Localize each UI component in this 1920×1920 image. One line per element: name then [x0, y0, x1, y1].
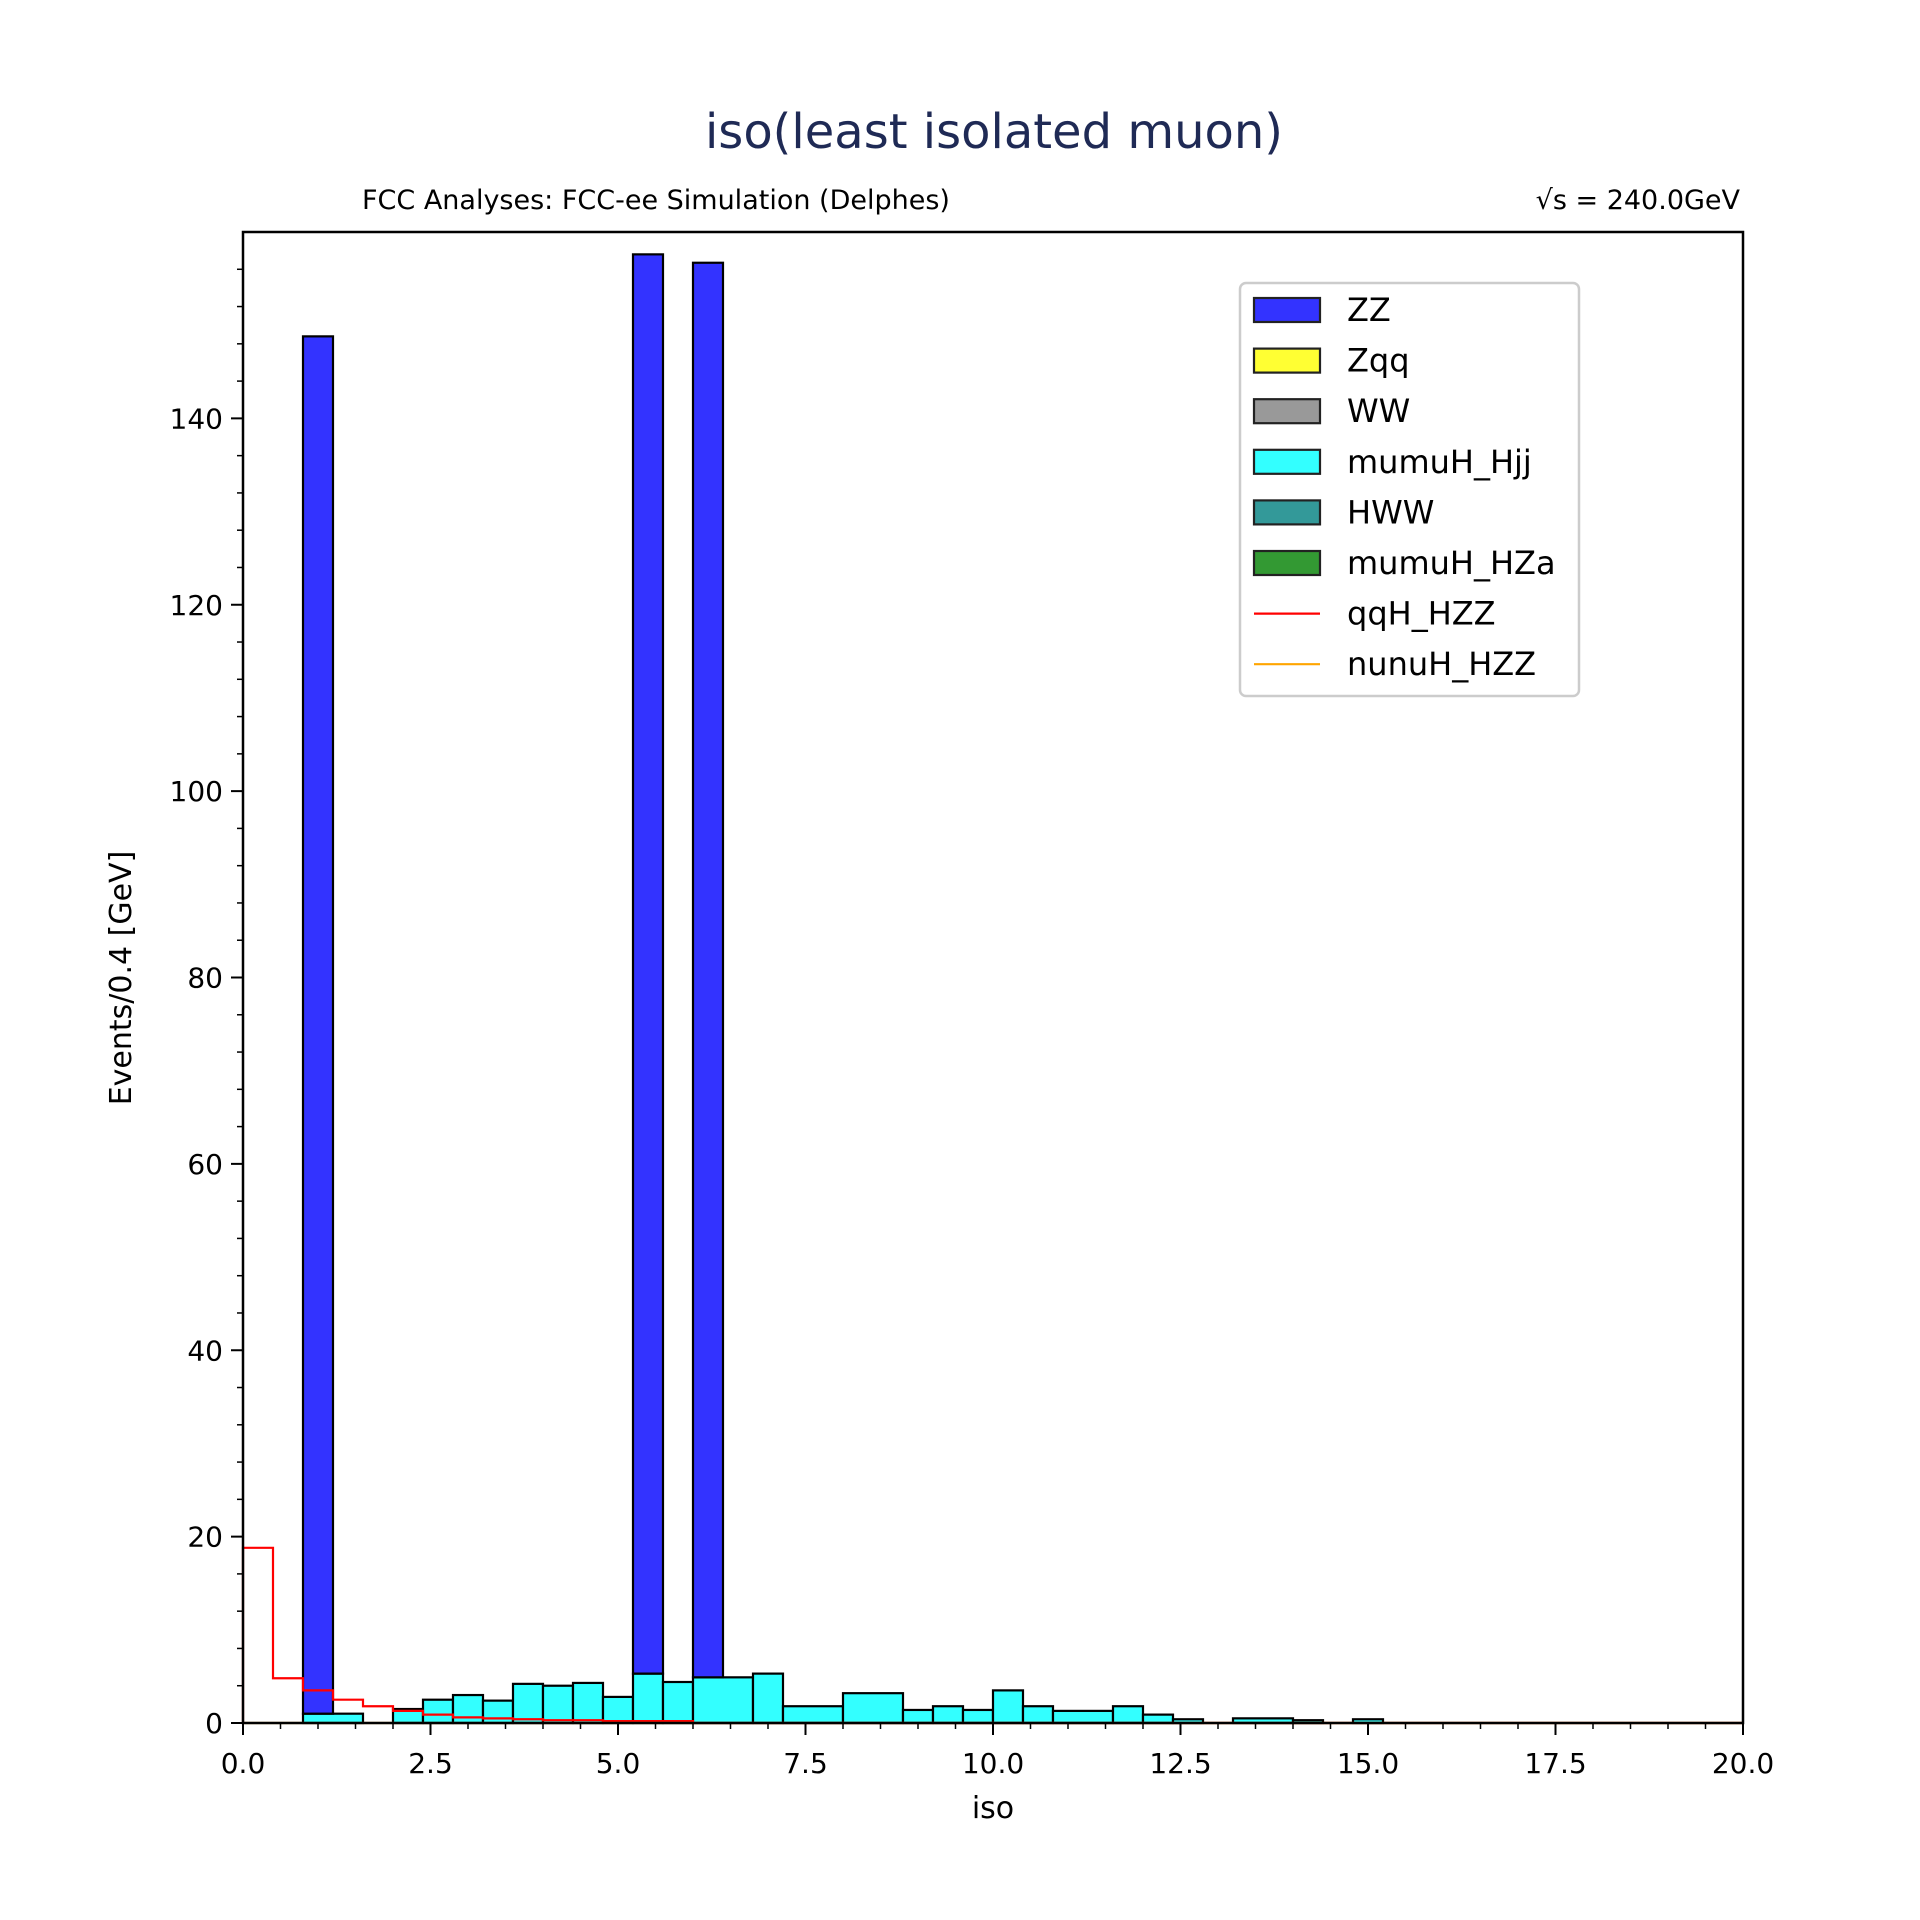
plot-bars — [301, 253, 1385, 1725]
chart-subtitle-left: FCC Analyses: FCC-ee Simulation (Delphes… — [362, 185, 950, 216]
bar-mumuH_Hjj-20 — [1051, 1709, 1115, 1725]
bar-mumuH_Hjj-11 — [691, 1676, 755, 1725]
legend-label-nunuH_HZZ: nunuH_HZZ — [1347, 645, 1536, 683]
x-tick-label: 7.5 — [783, 1747, 828, 1780]
x-tick-label: 17.5 — [1524, 1747, 1586, 1780]
bar-mumuH_Hjj-2 — [421, 1698, 455, 1725]
legend-label-qqH_HZZ: qqH_HZZ — [1347, 595, 1496, 633]
bar-mumuH_Hjj-13 — [781, 1705, 845, 1725]
x-tick-label: 10.0 — [962, 1747, 1024, 1780]
bar-ZZ-2 — [691, 261, 725, 1679]
y-tick-label: 100 — [170, 775, 223, 808]
legend-label-mumuH_HZa: mumuH_HZa — [1347, 544, 1556, 582]
legend-swatch-HWW — [1252, 499, 1322, 526]
bar-mumuH_Hjj-10 — [661, 1680, 695, 1725]
chart-subtitle-right: √s = 240.0GeV — [1536, 185, 1741, 216]
bar-mumuH_Hjj-12 — [751, 1672, 785, 1725]
bar-mumuH_Hjj-9 — [631, 1672, 665, 1725]
legend-label-WW: WW — [1347, 392, 1410, 430]
bar-mumuH_Hjj-0 — [301, 1712, 365, 1725]
y-tick-label: 0 — [205, 1707, 223, 1740]
bar-mumuH_Hjj-22 — [1141, 1713, 1175, 1725]
legend-swatch-Zqq — [1252, 347, 1322, 374]
x-tick-label: 20.0 — [1712, 1747, 1774, 1780]
y-tick-label: 80 — [187, 962, 223, 995]
bar-mumuH_Hjj-6 — [541, 1684, 575, 1725]
bar-mumuH_Hjj-16 — [931, 1705, 965, 1725]
x-tick-label: 5.0 — [596, 1747, 641, 1780]
legend-swatch-ZZ — [1252, 296, 1322, 324]
x-axis: 0.0 2.5 5.0 7.5 10.0 12.5 15.0 17.5 20.0 — [221, 1723, 1774, 1780]
legend-label-HWW: HWW — [1347, 493, 1434, 531]
line-series-qqH_HZZ — [241, 1546, 1743, 1725]
y-tick-label: 60 — [187, 1148, 223, 1181]
bar-mumuH_Hjj-17 — [961, 1708, 995, 1725]
chart-title: iso(least isolated muon) — [705, 104, 1283, 160]
y-tick-label: 20 — [187, 1521, 223, 1554]
bar-mumuH_Hjj-7 — [571, 1681, 605, 1725]
bar-mumuH_Hjj-8 — [601, 1695, 635, 1725]
x-tick-label: 0.0 — [221, 1747, 266, 1780]
y-tick-label: 140 — [170, 402, 223, 435]
bar-mumuH_Hjj-15 — [901, 1708, 935, 1725]
legend-swatch-mumuH_HZa — [1252, 549, 1322, 577]
legend-label-mumuH_Hjj: mumuH_Hjj — [1347, 443, 1532, 481]
bar-ZZ-0 — [301, 335, 335, 1715]
x-axis-label: iso — [972, 1791, 1014, 1826]
bar-mumuH_Hjj-18 — [991, 1689, 1025, 1725]
bar-ZZ-1 — [631, 253, 665, 1675]
bar-mumuH_Hjj-4 — [481, 1699, 515, 1725]
bar-mumuH_Hjj-21 — [1111, 1705, 1145, 1725]
bar-mumuH_Hjj-14 — [841, 1692, 905, 1725]
bar-mumuH_Hjj-3 — [451, 1693, 485, 1725]
x-tick-label: 2.5 — [408, 1747, 453, 1780]
x-tick-label: 15.0 — [1337, 1747, 1399, 1780]
legend-swatch-WW — [1252, 398, 1322, 425]
bar-mumuH_Hjj-5 — [511, 1682, 545, 1725]
legend-label-ZZ: ZZ — [1347, 291, 1391, 329]
x-tick-label: 12.5 — [1149, 1747, 1211, 1780]
legend-label-Zqq: Zqq — [1347, 342, 1410, 380]
y-tick-label: 40 — [187, 1334, 223, 1367]
bar-mumuH_Hjj-19 — [1021, 1705, 1055, 1725]
y-axis: 0 20 40 60 80 100 120 140 — [170, 268, 243, 1740]
y-axis-label: Events/0.4 [GeV] — [104, 851, 139, 1106]
legend: ZZ Zqq WW mumuH_Hjj HWW mumuH_HZa qqH_HZZ nunuH… — [1238, 281, 1581, 698]
y-tick-label: 120 — [170, 589, 223, 622]
legend-box — [1238, 281, 1581, 698]
legend-swatch-mumuH_Hjj — [1252, 448, 1322, 475]
